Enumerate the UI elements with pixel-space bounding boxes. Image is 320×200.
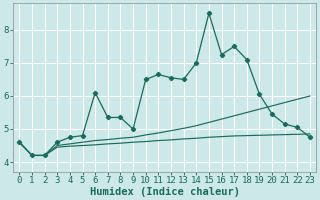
X-axis label: Humidex (Indice chaleur): Humidex (Indice chaleur) — [90, 186, 240, 197]
